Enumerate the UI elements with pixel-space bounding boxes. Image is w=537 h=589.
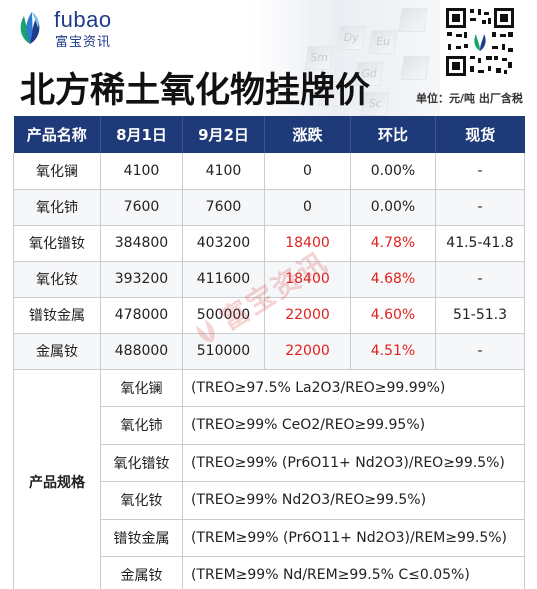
spec-value: (TREM≥99% (Pr6O11+ Nd2O3)/REM≥99.5%) — [182, 519, 525, 557]
header: Sm Dy Eu Gd Sc fubao 富宝资讯 北方稀土氧化物挂牌价 — [0, 0, 537, 116]
price-change: 18400 — [264, 225, 351, 262]
column-header: 环比 — [350, 116, 436, 153]
fubao-logo-icon — [20, 12, 40, 44]
product-name: 镨钕金属 — [13, 297, 101, 334]
logo-text-cn: 富宝资讯 — [55, 35, 112, 50]
spec-value: (TREM≥99% Nd/REM≥99.5% C≤0.05%) — [182, 556, 525, 589]
element-cube — [398, 8, 428, 32]
price-sep2: 411600 — [182, 261, 265, 298]
price-change: 18400 — [264, 261, 351, 298]
table-row: 氧化镨钕 384800 403200 18400 4.78% 41.5-41.8 — [13, 225, 525, 262]
price-pct: 4.78% — [350, 225, 436, 262]
table-row: 金属钕 488000 510000 22000 4.51% - — [13, 333, 525, 370]
logo-text-en: fubao — [54, 7, 112, 32]
spec-row: 金属钕 (TREM≥99% Nd/REM≥99.5% C≤0.05%) — [14, 556, 525, 589]
price-sep2: 500000 — [182, 297, 265, 334]
column-header: 现货 — [435, 116, 525, 153]
spot-price: 51-51.3 — [435, 297, 525, 334]
table-header-row: 产品名称 8月1日 9月2日 涨跌 环比 现货 — [13, 116, 525, 153]
qr-code-icon — [444, 6, 516, 78]
spec-product-name: 氧化铈 — [100, 406, 183, 445]
product-name: 氧化镨钕 — [13, 225, 101, 262]
spot-price: 41.5-41.8 — [435, 225, 525, 262]
price-aug1: 478000 — [100, 297, 183, 334]
unit-note: 单位：元/吨 出厂含税 — [416, 92, 523, 105]
product-name: 金属钕 — [13, 333, 101, 370]
spec-value: (TREO≥99% CeO2/REO≥99.95%) — [182, 406, 525, 445]
spot-price: - — [435, 189, 525, 226]
price-pct: 0.00% — [350, 189, 436, 226]
spec-value: (TREO≥97.5% La2O3/REO≥99.99%) — [182, 369, 525, 407]
rare-earth-cubes-decoration: Sm Dy Eu Gd Sc — [250, 0, 440, 116]
spec-value: (TREO≥99% (Pr6O11+ Nd2O3)/REO≥99.5%) — [182, 444, 525, 482]
price-table: 产品名称 8月1日 9月2日 涨跌 环比 现货 氧化镧 4100 4100 0 … — [13, 116, 525, 589]
product-name: 氧化钕 — [13, 261, 101, 298]
spec-row: 氧化钕 (TREO≥99% Nd2O3/REO≥99.5%) — [14, 481, 525, 520]
table-row: 氧化镧 4100 4100 0 0.00% - — [13, 153, 525, 190]
table-row: 镨钕金属 478000 500000 22000 4.60% 51-51.3 — [13, 297, 525, 334]
price-sep2: 403200 — [182, 225, 265, 262]
product-name: 氧化铈 — [13, 189, 101, 226]
price-sep2: 7600 — [182, 189, 265, 226]
element-cube: Dy — [336, 26, 366, 50]
spec-row: 产品规格 氧化镧 (TREO≥97.5% La2O3/REO≥99.99%) — [13, 369, 525, 589]
spec-section-label: 产品规格 — [13, 369, 101, 589]
element-cube — [400, 56, 430, 80]
price-change: 0 — [264, 153, 351, 190]
spec-product-name: 氧化钕 — [100, 481, 183, 520]
price-sep2: 510000 — [182, 333, 265, 370]
column-header: 涨跌 — [264, 116, 351, 153]
spec-row: 氧化铈 (TREO≥99% CeO2/REO≥99.95%) — [14, 406, 525, 445]
column-header: 9月2日 — [182, 116, 265, 153]
price-pct: 0.00% — [350, 153, 436, 190]
spec-product-name: 镨钕金属 — [100, 519, 183, 557]
price-aug1: 4100 — [100, 153, 183, 190]
page-title: 北方稀土氧化物挂牌价 — [20, 71, 371, 111]
price-aug1: 384800 — [100, 225, 183, 262]
fubao-logo: fubao 富宝资讯 — [8, 6, 188, 50]
spec-product-name: 氧化镨钕 — [100, 444, 183, 482]
price-aug1: 393200 — [100, 261, 183, 298]
spec-row: 氧化镨钕 (TREO≥99% (Pr6O11+ Nd2O3)/REO≥99.5%… — [14, 444, 525, 482]
table-row: 氧化铈 7600 7600 0 0.00% - — [13, 189, 525, 226]
spec-value: (TREO≥99% Nd2O3/REO≥99.5%) — [182, 481, 525, 520]
price-change: 0 — [264, 189, 351, 226]
price-aug1: 488000 — [100, 333, 183, 370]
price-aug1: 7600 — [100, 189, 183, 226]
table-row: 氧化钕 393200 411600 18400 4.68% - — [13, 261, 525, 298]
price-sep2: 4100 — [182, 153, 265, 190]
price-change: 22000 — [264, 333, 351, 370]
spec-product-name: 金属钕 — [100, 556, 183, 589]
spot-price: - — [435, 153, 525, 190]
price-change: 22000 — [264, 297, 351, 334]
column-header: 产品名称 — [13, 116, 101, 153]
spec-row: 镨钕金属 (TREM≥99% (Pr6O11+ Nd2O3)/REM≥99.5%… — [14, 519, 525, 557]
price-pct: 4.68% — [350, 261, 436, 298]
price-pct: 4.60% — [350, 297, 436, 334]
price-pct: 4.51% — [350, 333, 436, 370]
spot-price: - — [435, 261, 525, 298]
product-name: 氧化镧 — [13, 153, 101, 190]
element-cube: Eu — [368, 30, 398, 54]
spec-product-name: 氧化镧 — [100, 369, 183, 407]
column-header: 8月1日 — [100, 116, 183, 153]
spot-price: - — [435, 333, 525, 370]
